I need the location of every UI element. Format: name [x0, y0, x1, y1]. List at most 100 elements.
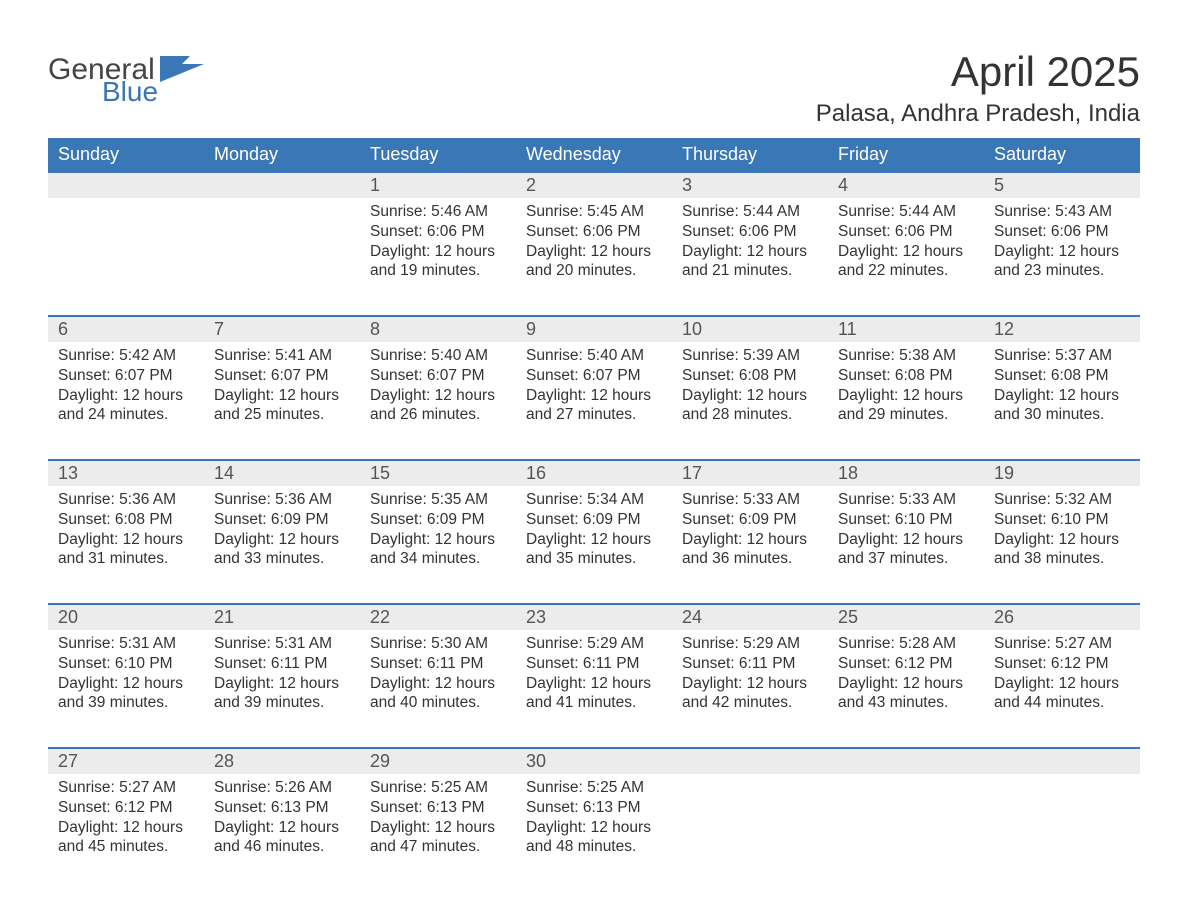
day-info: Sunrise: 5:41 AMSunset: 6:07 PMDaylight:… [204, 342, 360, 435]
sunrise-value: 5:45 AM [587, 203, 644, 220]
sunrise-value: 5:27 AM [1055, 635, 1112, 652]
sunset-label: Sunset: [526, 655, 583, 672]
daylight-line: Daylight: 12 hours and 37 minutes. [838, 530, 974, 570]
sunrise-value: 5:25 AM [431, 779, 488, 796]
daylight-line: Daylight: 12 hours and 39 minutes. [58, 674, 194, 714]
day-number [204, 173, 360, 198]
sunrise-label: Sunrise: [214, 779, 275, 796]
sunset-label: Sunset: [838, 223, 895, 240]
day-info: Sunrise: 5:35 AMSunset: 6:09 PMDaylight:… [360, 486, 516, 579]
daylight-line: Daylight: 12 hours and 44 minutes. [994, 674, 1130, 714]
day-number: 29 [360, 749, 516, 774]
calendar-cell: 26Sunrise: 5:27 AMSunset: 6:12 PMDayligh… [984, 604, 1140, 748]
sunrise-label: Sunrise: [682, 491, 743, 508]
day-number: 1 [360, 173, 516, 198]
calendar-cell: 13Sunrise: 5:36 AMSunset: 6:08 PMDayligh… [48, 460, 204, 604]
sunrise-value: 5:26 AM [275, 779, 332, 796]
daylight-label: Daylight: [682, 387, 747, 404]
weekday-header: Monday [204, 138, 360, 172]
calendar-cell: 6Sunrise: 5:42 AMSunset: 6:07 PMDaylight… [48, 316, 204, 460]
sunset-value: 6:07 PM [271, 367, 329, 384]
daylight-label: Daylight: [370, 243, 435, 260]
day-info: Sunrise: 5:28 AMSunset: 6:12 PMDaylight:… [828, 630, 984, 723]
day-info: Sunrise: 5:27 AMSunset: 6:12 PMDaylight:… [48, 774, 204, 867]
sunset-value: 6:13 PM [427, 799, 485, 816]
calendar-cell [48, 172, 204, 316]
sunrise-label: Sunrise: [838, 635, 899, 652]
daylight-line: Daylight: 12 hours and 39 minutes. [214, 674, 350, 714]
sunrise-label: Sunrise: [526, 491, 587, 508]
day-number: 10 [672, 317, 828, 342]
sunrise-line: Sunrise: 5:26 AM [214, 778, 350, 798]
day-info: Sunrise: 5:29 AMSunset: 6:11 PMDaylight:… [672, 630, 828, 723]
sunset-value: 6:06 PM [739, 223, 797, 240]
day-number: 19 [984, 461, 1140, 486]
calendar-week-row: 1Sunrise: 5:46 AMSunset: 6:06 PMDaylight… [48, 172, 1140, 316]
sunrise-value: 5:38 AM [899, 347, 956, 364]
calendar-cell: 2Sunrise: 5:45 AMSunset: 6:06 PMDaylight… [516, 172, 672, 316]
day-number: 25 [828, 605, 984, 630]
calendar-header-row: SundayMondayTuesdayWednesdayThursdayFrid… [48, 138, 1140, 172]
calendar-cell: 30Sunrise: 5:25 AMSunset: 6:13 PMDayligh… [516, 748, 672, 892]
calendar-cell [984, 748, 1140, 892]
day-number: 28 [204, 749, 360, 774]
sunset-label: Sunset: [682, 511, 739, 528]
daylight-label: Daylight: [370, 675, 435, 692]
sunrise-label: Sunrise: [370, 203, 431, 220]
day-number: 14 [204, 461, 360, 486]
calendar-cell: 3Sunrise: 5:44 AMSunset: 6:06 PMDaylight… [672, 172, 828, 316]
daylight-label: Daylight: [58, 387, 123, 404]
day-number: 16 [516, 461, 672, 486]
sunrise-line: Sunrise: 5:30 AM [370, 634, 506, 654]
sunrise-label: Sunrise: [214, 347, 275, 364]
daylight-line: Daylight: 12 hours and 24 minutes. [58, 386, 194, 426]
sunset-value: 6:12 PM [1051, 655, 1109, 672]
sunrise-label: Sunrise: [214, 491, 275, 508]
sunrise-label: Sunrise: [58, 347, 119, 364]
sunrise-value: 5:39 AM [743, 347, 800, 364]
day-number: 18 [828, 461, 984, 486]
sunrise-label: Sunrise: [370, 347, 431, 364]
title-block: April 2025 Palasa, Andhra Pradesh, India [816, 48, 1140, 128]
sunrise-line: Sunrise: 5:33 AM [682, 490, 818, 510]
sunset-line: Sunset: 6:09 PM [370, 510, 506, 530]
sunrise-line: Sunrise: 5:45 AM [526, 202, 662, 222]
sunrise-value: 5:34 AM [587, 491, 644, 508]
sunset-label: Sunset: [838, 655, 895, 672]
day-number: 30 [516, 749, 672, 774]
day-info: Sunrise: 5:36 AMSunset: 6:08 PMDaylight:… [48, 486, 204, 579]
sunset-value: 6:10 PM [895, 511, 953, 528]
daylight-label: Daylight: [370, 819, 435, 836]
calendar-cell: 22Sunrise: 5:30 AMSunset: 6:11 PMDayligh… [360, 604, 516, 748]
sunset-label: Sunset: [838, 511, 895, 528]
daylight-label: Daylight: [526, 675, 591, 692]
daylight-line: Daylight: 12 hours and 43 minutes. [838, 674, 974, 714]
day-number: 22 [360, 605, 516, 630]
calendar-cell: 12Sunrise: 5:37 AMSunset: 6:08 PMDayligh… [984, 316, 1140, 460]
weekday-header: Saturday [984, 138, 1140, 172]
daylight-line: Daylight: 12 hours and 36 minutes. [682, 530, 818, 570]
daylight-line: Daylight: 12 hours and 38 minutes. [994, 530, 1130, 570]
day-info: Sunrise: 5:43 AMSunset: 6:06 PMDaylight:… [984, 198, 1140, 291]
day-info: Sunrise: 5:39 AMSunset: 6:08 PMDaylight:… [672, 342, 828, 435]
daylight-line: Daylight: 12 hours and 42 minutes. [682, 674, 818, 714]
day-info: Sunrise: 5:46 AMSunset: 6:06 PMDaylight:… [360, 198, 516, 291]
day-info: Sunrise: 5:33 AMSunset: 6:09 PMDaylight:… [672, 486, 828, 579]
calendar-cell: 4Sunrise: 5:44 AMSunset: 6:06 PMDaylight… [828, 172, 984, 316]
day-info: Sunrise: 5:40 AMSunset: 6:07 PMDaylight:… [360, 342, 516, 435]
sunset-label: Sunset: [214, 367, 271, 384]
sunset-label: Sunset: [370, 655, 427, 672]
sunset-label: Sunset: [58, 655, 115, 672]
day-number: 4 [828, 173, 984, 198]
sunset-label: Sunset: [994, 223, 1051, 240]
sunrise-line: Sunrise: 5:36 AM [58, 490, 194, 510]
calendar-cell: 25Sunrise: 5:28 AMSunset: 6:12 PMDayligh… [828, 604, 984, 748]
calendar-cell: 21Sunrise: 5:31 AMSunset: 6:11 PMDayligh… [204, 604, 360, 748]
sunset-value: 6:13 PM [271, 799, 329, 816]
logo-line2: Blue [102, 79, 158, 104]
daylight-line: Daylight: 12 hours and 22 minutes. [838, 242, 974, 282]
calendar-week-row: 13Sunrise: 5:36 AMSunset: 6:08 PMDayligh… [48, 460, 1140, 604]
day-info: Sunrise: 5:25 AMSunset: 6:13 PMDaylight:… [360, 774, 516, 867]
weekday-header: Friday [828, 138, 984, 172]
sunset-value: 6:07 PM [583, 367, 641, 384]
